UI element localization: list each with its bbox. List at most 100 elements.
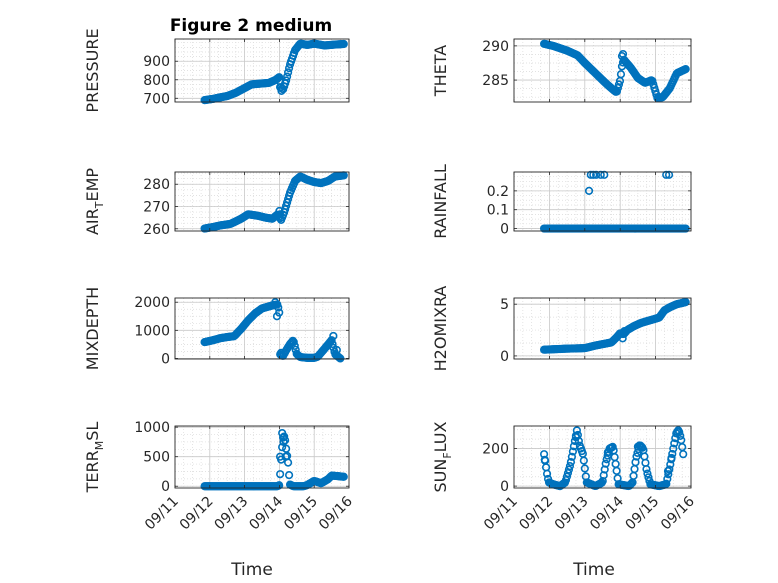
y-tick-label: 290 (482, 39, 509, 55)
data-marker (332, 345, 341, 355)
y-tick-label: 270 (143, 200, 170, 216)
data-marker (275, 210, 285, 219)
y-axis-label: RAINFALL (431, 164, 450, 239)
data-marker (567, 452, 577, 461)
data-marker (681, 298, 690, 307)
y-tick-label: 280 (143, 177, 170, 193)
data-marker (665, 465, 674, 474)
y-tick-label: 1000 (134, 420, 170, 436)
data-marker (618, 334, 627, 343)
data-marker (632, 452, 641, 461)
y-axis-label: AIRTEMP (83, 168, 106, 235)
data-marker (589, 170, 598, 179)
data-marker (540, 455, 549, 464)
data-marker (668, 449, 677, 459)
axes-box (174, 38, 350, 103)
x-axis-label-left: Time (230, 560, 273, 580)
x-tick-label: 09/12 (177, 494, 217, 534)
data-marker (562, 472, 572, 481)
axes-box (174, 171, 350, 232)
figure-title: Figure 2 medium (170, 16, 332, 36)
y-tick-label: 0 (500, 349, 509, 365)
data-marker (277, 348, 286, 357)
x-tick-label: 09/12 (516, 494, 556, 534)
data-marker (329, 331, 338, 341)
data-marker (667, 453, 676, 463)
subplot-theta: 285 290 THETA (431, 38, 692, 103)
y-tick-label: 2000 (134, 295, 170, 311)
data-marker (612, 87, 622, 96)
data-marker (620, 56, 629, 65)
data-marker (644, 473, 653, 482)
data-marker (339, 39, 348, 49)
y-axis-label: THETA (431, 45, 450, 97)
data-marker (614, 80, 624, 89)
data-marker (612, 466, 621, 475)
y-tick-label: 900 (143, 54, 170, 70)
data-marker (271, 298, 280, 307)
subplot-pressure: 700 800 900 PRESSURE (83, 28, 350, 113)
data-marker (282, 76, 291, 85)
data-marker (679, 450, 688, 459)
data-marker (571, 433, 581, 442)
data-marker (586, 170, 595, 179)
y-axis-label: H2OMIXRA (431, 286, 450, 372)
data-marker (327, 336, 336, 345)
data-marker (275, 481, 284, 490)
data-marker (669, 444, 678, 453)
data-marker (579, 456, 588, 465)
data-marker (642, 465, 651, 474)
data-marker (631, 458, 640, 467)
data-marker (336, 354, 345, 363)
data-marker (596, 170, 605, 179)
data-marker (676, 431, 685, 441)
y-tick-label: 200 (482, 442, 509, 458)
data-marker (281, 436, 290, 445)
data-marker (608, 442, 617, 452)
y-axis-label: TERRMSL (83, 422, 106, 494)
y-tick-label: 0 (500, 479, 509, 495)
data-marker (663, 466, 673, 476)
axes-box (513, 171, 692, 232)
data-marker (670, 439, 679, 448)
data-marker (275, 73, 284, 82)
x-tick-label: 09/11 (481, 494, 521, 534)
data-marker (601, 459, 610, 468)
y-tick-label: 5 (500, 297, 509, 313)
data-marker (339, 472, 348, 481)
data-marker (592, 170, 601, 179)
data-marker (328, 339, 337, 349)
y-tick-label: 0 (161, 351, 170, 367)
data-marker (563, 469, 573, 478)
data-marker (564, 465, 574, 474)
data-marker (283, 72, 292, 81)
data-marker (276, 470, 285, 479)
data-marker (279, 437, 288, 447)
y-axis-label: SUNFLUX (431, 421, 454, 492)
data-marker (275, 452, 285, 461)
data-marker (664, 470, 673, 479)
data-marker (566, 457, 576, 467)
data-marker (616, 70, 626, 79)
x-tick-label: 09/14 (246, 493, 286, 533)
y-tick-label: 0 (161, 479, 170, 495)
y-tick-label: 0.1 (487, 203, 509, 219)
data-marker (289, 337, 298, 347)
data-marker (290, 341, 299, 350)
data-marker (681, 65, 690, 74)
y-tick-label: 700 (143, 91, 170, 107)
data-marker (633, 442, 643, 451)
subplot-air_temp: 260 270 280 AIRTEMP (83, 168, 350, 238)
data-marker (565, 461, 575, 471)
data-marker (627, 479, 636, 488)
data-marker (662, 170, 671, 179)
axes-box (174, 297, 350, 360)
data-marker (663, 474, 672, 484)
y-axis-label: MIXDEPTH (83, 287, 102, 370)
x-tick-label: 09/15 (281, 494, 321, 534)
x-tick-label: 09/13 (212, 494, 252, 534)
subplot-h2omixra: 0 5 H2OMIXRA (431, 286, 692, 372)
